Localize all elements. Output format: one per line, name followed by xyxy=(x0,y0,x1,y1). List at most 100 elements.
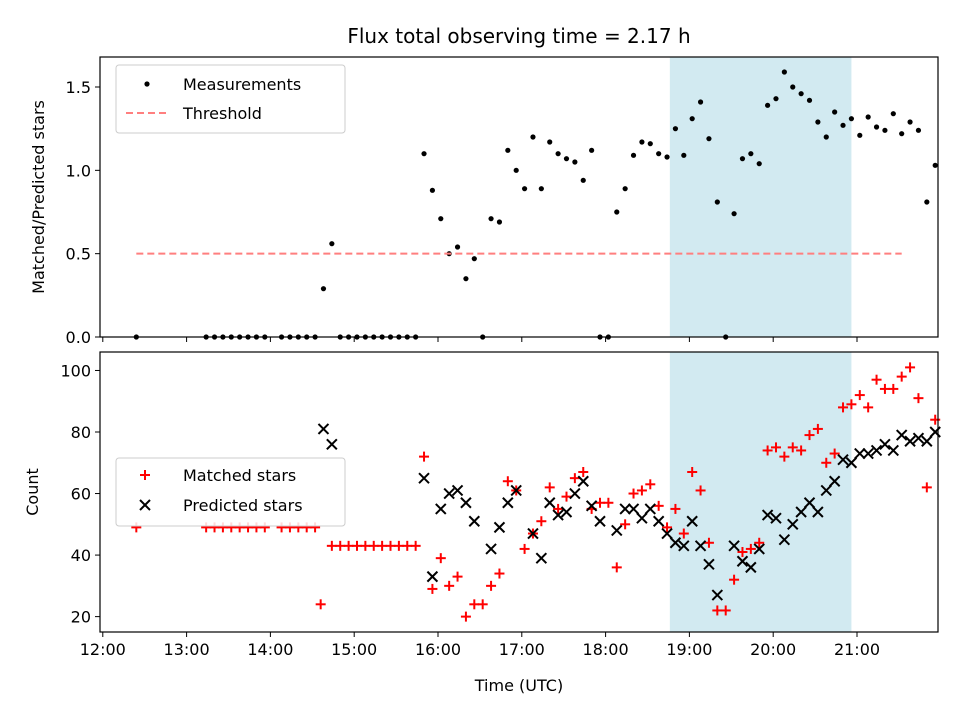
predicted-star-point xyxy=(326,438,338,451)
measurement-point xyxy=(513,167,519,173)
predicted-star-point xyxy=(611,524,623,537)
matched-star-point xyxy=(393,540,404,551)
predicted-star-point xyxy=(761,509,774,521)
predicted-star-point xyxy=(745,561,757,574)
matched-star-point xyxy=(829,448,840,459)
y-tick-label: 1.0 xyxy=(66,161,91,180)
matched-star-point xyxy=(620,519,631,530)
measurement-point xyxy=(672,126,679,132)
predicted-star-point xyxy=(845,457,858,469)
matched-star-point xyxy=(779,451,790,462)
measurement-point xyxy=(907,119,913,125)
matched-star-point xyxy=(678,528,689,539)
measurement-point xyxy=(915,127,922,133)
measurement-point xyxy=(563,156,570,162)
measurement-point xyxy=(429,187,436,193)
matched-star-point xyxy=(687,467,698,477)
count-panel-marks xyxy=(131,362,941,622)
matched-star-point xyxy=(427,583,438,594)
predicted-star-point xyxy=(418,472,430,484)
legend-predicted-marker xyxy=(139,499,151,511)
predicted-star-point xyxy=(426,570,439,583)
matched-star-point xyxy=(595,497,606,508)
measurement-point xyxy=(421,151,427,157)
legend-matched-label: Matched stars xyxy=(183,466,296,485)
x-tick-label: 17:00 xyxy=(499,640,545,659)
predicted-star-point xyxy=(736,555,749,567)
count-panel: 12:00 13:00 14:00 15:00 16:00 17:00 18:00 19:00… xyxy=(23,351,941,695)
y-tick-label: 40 xyxy=(71,546,91,565)
matched-star-point xyxy=(871,374,882,385)
measurement-point xyxy=(815,119,821,125)
y-tick-label: 20 xyxy=(71,608,91,627)
matched-star-point xyxy=(502,476,513,487)
predicted-star-point xyxy=(619,503,631,515)
matched-star-point xyxy=(745,543,756,554)
measurement-point xyxy=(706,136,712,142)
predicted-star-point xyxy=(837,453,849,466)
predicted-star-point xyxy=(577,475,589,487)
y-tick-label: 0.5 xyxy=(66,245,91,264)
measurement-point xyxy=(530,134,536,140)
measurement-point xyxy=(765,102,771,108)
measurement-point xyxy=(329,241,335,247)
predicted-star-point xyxy=(820,484,832,497)
predicted-star-point xyxy=(711,589,724,601)
x-tick-label: 13:00 xyxy=(164,640,210,659)
legend-measurements-label: Measurements xyxy=(183,75,301,94)
matched-star-point xyxy=(854,390,865,401)
chart-title: Flux total observing time = 2.17 h xyxy=(347,24,690,48)
y-tick-label: 1.5 xyxy=(66,78,91,97)
matched-star-point xyxy=(343,540,354,551)
legend-matched-marker xyxy=(140,470,150,480)
matched-star-point xyxy=(796,445,807,456)
x-tick-label: 19:00 xyxy=(666,640,712,659)
measurement-point xyxy=(756,161,762,167)
count-panel-ticks: 12:00 13:00 14:00 15:00 16:00 17:00 18:00 19:00… xyxy=(60,361,880,659)
predicted-star-point xyxy=(443,487,455,500)
matched-star-point xyxy=(804,430,815,441)
predicted-star-point xyxy=(544,497,556,509)
predicted-star-point xyxy=(770,512,782,524)
matched-star-point xyxy=(569,473,580,484)
predicted-star-point xyxy=(753,543,765,555)
matched-star-point xyxy=(770,442,781,453)
matched-star-point xyxy=(335,540,346,551)
measurement-point xyxy=(664,154,670,160)
measurement-point xyxy=(589,147,595,153)
matched-star-point xyxy=(879,383,890,394)
matched-star-point xyxy=(553,503,564,514)
matched-star-point xyxy=(419,451,430,462)
matched-star-point xyxy=(486,580,497,591)
measurement-point xyxy=(614,209,620,215)
predicted-star-point xyxy=(812,506,824,518)
matched-star-point xyxy=(737,547,748,557)
matched-star-point xyxy=(712,605,723,616)
matched-star-point xyxy=(519,543,530,554)
legend-plus-glyph xyxy=(140,470,150,480)
matched-star-point xyxy=(921,482,932,493)
matched-star-point xyxy=(444,580,455,591)
measurement-point xyxy=(471,256,477,262)
predicted-star-point xyxy=(778,533,791,546)
measurement-point xyxy=(580,177,586,183)
x-tick-label: 12:00 xyxy=(80,640,126,659)
measurement-point xyxy=(555,151,561,157)
measurement-point xyxy=(798,91,804,97)
ratio-legend-box xyxy=(115,64,346,134)
legend-measurements-marker xyxy=(144,81,150,87)
matched-star-point xyxy=(896,371,907,382)
measurement-point xyxy=(320,286,327,292)
measurement-point xyxy=(639,139,645,145)
ratio-panel-frame xyxy=(99,56,939,338)
measurement-point xyxy=(924,199,930,205)
predicted-star-point xyxy=(703,558,715,571)
measurement-point xyxy=(873,124,880,130)
x-tick-label: 21:00 xyxy=(834,640,880,659)
predicted-star-point xyxy=(627,503,640,515)
matched-star-point xyxy=(695,485,706,496)
predicted-star-point xyxy=(560,506,573,518)
matched-star-point xyxy=(603,497,614,508)
measurement-point xyxy=(572,159,578,165)
predicted-star-point xyxy=(652,515,665,527)
